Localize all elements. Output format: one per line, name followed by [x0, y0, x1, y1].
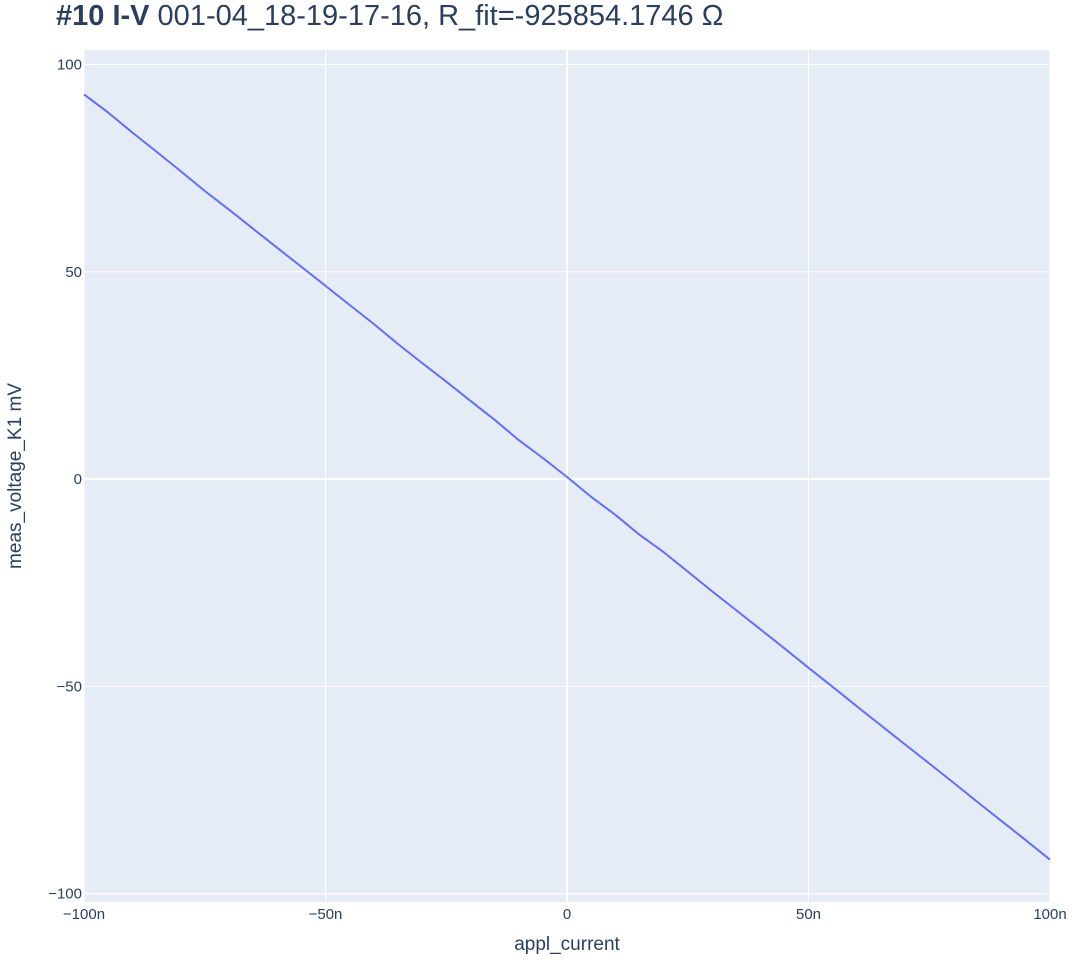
y-tick-label: 100	[57, 57, 82, 74]
x-tick-label: 50n	[796, 906, 821, 923]
y-tick-label: −50	[57, 678, 82, 695]
x-tick-label: −50n	[309, 906, 343, 923]
y-tick-label: 0	[74, 471, 82, 488]
chart-title-rest: 001-04_18-19-17-16, R_fit=-925854.1746 Ω	[150, 0, 724, 32]
chart-title-bold: #10 I-V	[56, 0, 150, 32]
x-tick-labels: −100n −50n 0 50n 100n	[63, 906, 1067, 923]
series-layer	[83, 93, 1051, 861]
y-tick-labels: −100 −50 0 50 100	[48, 57, 82, 903]
y-tick-label: 50	[65, 264, 82, 281]
series-line	[83, 93, 1051, 861]
chart-title: #10 I-V 001-04_18-19-17-16, R_fit=-92585…	[56, 0, 723, 32]
x-tick-label: 0	[563, 906, 571, 923]
x-tick-label: 100n	[1033, 906, 1066, 923]
y-axis-label: meas_voltage_K1 mV	[5, 383, 26, 569]
y-tick-label: −100	[48, 886, 82, 903]
x-axis-label: appl_current	[514, 934, 620, 955]
x-tick-label: −100n	[63, 906, 105, 923]
